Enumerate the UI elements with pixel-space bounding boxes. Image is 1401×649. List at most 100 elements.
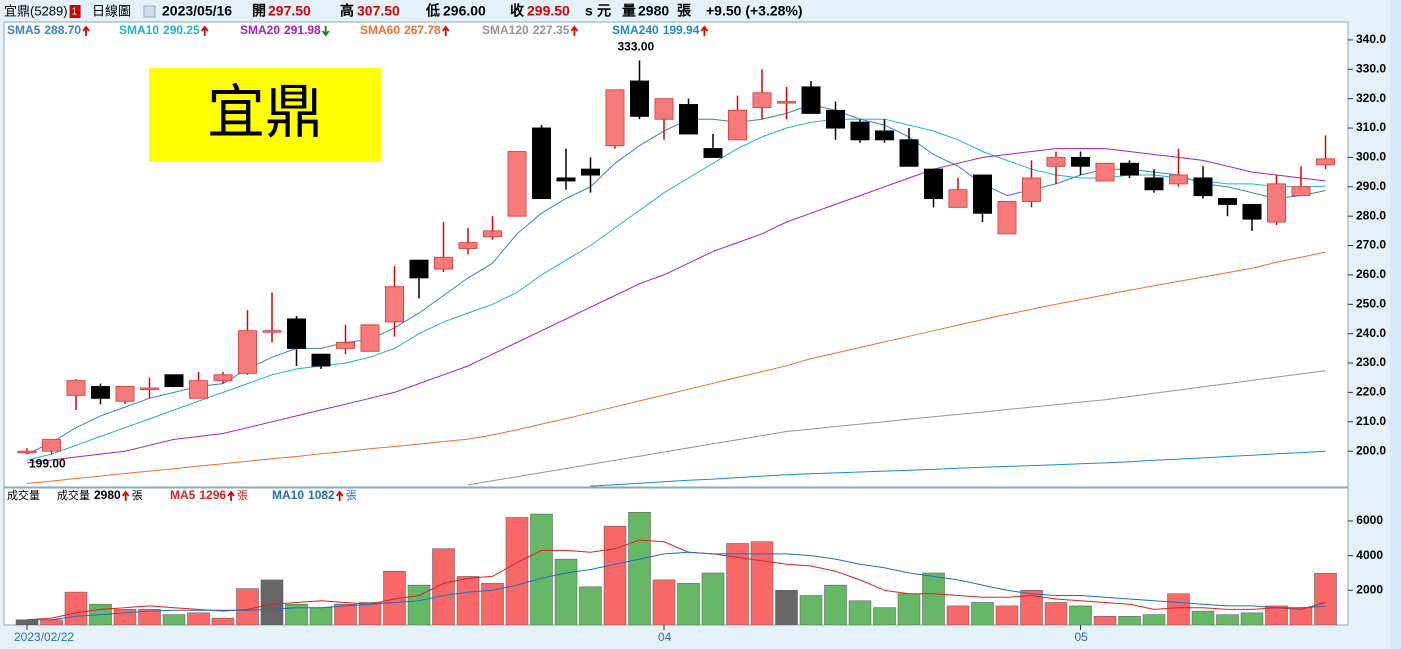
volume-bar	[383, 570, 406, 625]
scrollbar[interactable]	[1390, 0, 1401, 649]
volume-bar	[15, 619, 39, 625]
volume-bar	[603, 525, 627, 625]
candle-body	[1267, 183, 1286, 223]
candle-body	[581, 168, 600, 176]
volume-bar	[138, 609, 161, 625]
candle-body	[287, 318, 306, 349]
candle-body	[140, 387, 159, 391]
y-tick-label: 280.0	[1356, 208, 1386, 222]
y-tick-label: 320.0	[1356, 91, 1386, 105]
legend-name: SMA5	[7, 23, 41, 37]
candle-body	[728, 109, 747, 141]
badge-box	[69, 5, 81, 18]
x-tick-label: 2023/02/22	[14, 630, 74, 644]
y-tick-label: 200.0	[1356, 443, 1386, 457]
volume-bar	[1240, 612, 1264, 625]
y-tick-label: 310.0	[1356, 120, 1386, 134]
legend-value: 1082	[308, 488, 335, 502]
volume-bar	[1289, 607, 1313, 625]
volume-bar	[1118, 616, 1141, 625]
candle-body	[630, 80, 649, 117]
candle-body	[311, 353, 331, 367]
volume-bar	[211, 617, 235, 625]
y-tick-label: 250.0	[1356, 296, 1386, 310]
candle-body	[336, 341, 355, 349]
candle-body	[605, 89, 625, 147]
candle-body	[532, 127, 551, 200]
candle-body	[1169, 174, 1188, 185]
candle-body	[654, 98, 674, 120]
y-tick-label: 210.0	[1356, 414, 1386, 428]
header-close-label: 收	[510, 3, 525, 19]
legend-value: 290.25	[163, 23, 200, 37]
volume-bar	[285, 603, 308, 625]
y-tick-label: 2000	[1356, 582, 1383, 596]
legend-name: MA5	[170, 488, 196, 502]
watermark: 宜鼎	[207, 78, 323, 146]
header-close: 299.50	[527, 3, 570, 19]
candle-body	[1291, 186, 1311, 197]
volume-bar	[1142, 614, 1166, 625]
header-low-label: 低	[425, 3, 440, 19]
header-open-label: 開	[252, 3, 266, 19]
candle-body	[875, 130, 894, 141]
volume-bar	[1191, 610, 1215, 625]
candle-body	[238, 330, 257, 374]
legend-trend	[82, 25, 90, 36]
legend-name: SMA20	[240, 23, 280, 37]
volume-bar	[1020, 590, 1043, 625]
volume-unit: 張	[237, 489, 248, 502]
candle-body	[1144, 177, 1164, 191]
candle-body	[801, 86, 821, 114]
volume-ma-line	[27, 551, 1326, 621]
y-tick-label: 290.0	[1356, 179, 1386, 193]
candle-body	[899, 139, 919, 167]
volume-bar	[628, 512, 651, 625]
volume-bar	[995, 605, 1019, 625]
candle-body	[17, 450, 37, 454]
legend-value: 267.78	[404, 23, 441, 37]
volume-bar	[652, 579, 676, 625]
volume-bar	[432, 548, 455, 625]
volume-bar	[873, 607, 896, 625]
stock-name: 宜鼎(5289)	[4, 3, 68, 18]
volume-bar	[309, 607, 333, 625]
volume-bar	[334, 603, 357, 625]
volume-ma-line	[26, 539, 1326, 621]
candle-body	[703, 148, 723, 158]
legend-value: 1296	[199, 488, 226, 502]
volume-bar	[260, 579, 284, 625]
volume-bar	[922, 572, 945, 625]
header-volume-label: 量	[622, 3, 636, 19]
candle-body	[556, 177, 576, 182]
header-volume: 2980	[638, 3, 669, 19]
volume-bar	[726, 543, 749, 625]
volume-bar	[64, 591, 88, 625]
candle-body	[66, 380, 86, 396]
y-tick-label: 340.0	[1356, 32, 1386, 46]
x-tick-label: 04	[658, 630, 672, 644]
y-tick-label: 260.0	[1356, 267, 1386, 281]
watermark-box	[149, 68, 381, 162]
legend-value: 291.98	[284, 23, 321, 37]
candle-body	[1193, 177, 1213, 197]
candle-body	[1071, 156, 1090, 167]
header-open: 297.50	[268, 3, 311, 19]
volume-bar	[554, 558, 578, 625]
low-annotation: 199.00	[29, 456, 66, 470]
volume-bar	[1069, 605, 1092, 625]
volume-plot	[15, 512, 1337, 625]
volume-bar	[113, 609, 137, 625]
candle-body	[42, 438, 61, 452]
header-change: +9.50 (+3.28%)	[706, 3, 803, 19]
x-tick-label: 05	[1075, 630, 1089, 644]
volume-title: 成交量	[7, 488, 40, 502]
y-tick-label: 220.0	[1356, 385, 1386, 399]
volume-bar	[750, 541, 774, 625]
volume-bar	[1265, 605, 1288, 625]
volume-bar	[971, 602, 994, 625]
sma-line	[467, 370, 1326, 486]
legend-trend	[570, 25, 579, 36]
period: 日線圖	[92, 3, 131, 18]
